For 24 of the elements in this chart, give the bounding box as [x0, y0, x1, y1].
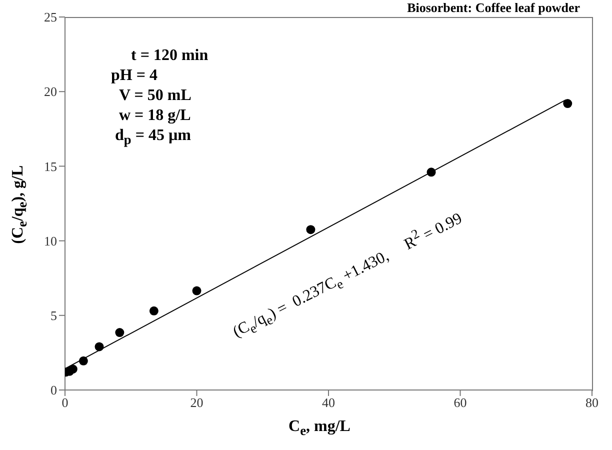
annotation: d$_{p}$ = 45 µm — [115, 127, 191, 148]
x-tick-label: 80 — [586, 395, 598, 410]
y-tick-label: 10 — [44, 233, 57, 248]
point — [306, 225, 316, 234]
point — [563, 99, 572, 108]
x-axis-title: C$_{e}$, mg/L — [288, 418, 350, 440]
annotation: V = 50 mL — [119, 87, 192, 105]
x-tick-label: 20 — [190, 395, 204, 410]
x-tick-label: 60 — [454, 395, 467, 410]
y-tick-label: 20 — [44, 84, 57, 100]
point — [115, 328, 124, 338]
annotation: w = 18 g/L — [119, 107, 191, 125]
point — [192, 286, 202, 296]
x-tick-label: 0 — [62, 395, 68, 410]
annotation: t = 120 min — [131, 47, 208, 65]
x-tick-label: 40 — [322, 395, 335, 410]
annotation: pH = 4 — [111, 67, 158, 85]
y-tick-label: 15 — [44, 158, 57, 174]
point — [149, 306, 158, 316]
point — [68, 364, 78, 374]
y-tick-label: 25 — [44, 10, 57, 25]
chart-title: Biosorbent: Coffee leaf powder — [407, 0, 580, 16]
y-tick-label: 5 — [50, 308, 57, 324]
y-tick-label: 0 — [50, 382, 57, 398]
